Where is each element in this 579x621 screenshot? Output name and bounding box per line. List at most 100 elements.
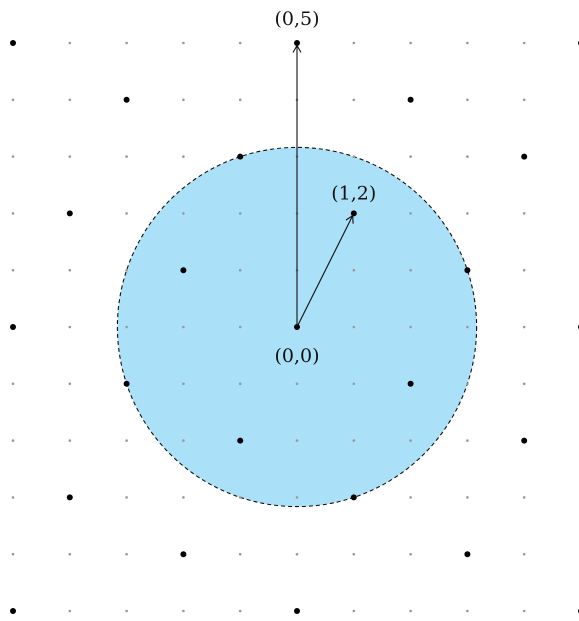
label-point-1-2: (1,2) xyxy=(331,182,376,204)
lattice-points xyxy=(10,40,579,614)
grid-dot xyxy=(352,155,356,158)
grid-dot xyxy=(125,155,128,158)
vector-to-1-2 xyxy=(296,214,354,328)
grid-dot xyxy=(11,155,15,158)
lattice-point xyxy=(464,267,471,274)
grid-dot xyxy=(352,268,356,272)
lattice-point xyxy=(180,267,187,274)
lattice-point xyxy=(407,380,414,387)
grid-dot xyxy=(11,212,15,215)
lattice-point xyxy=(350,210,357,217)
grid-dot xyxy=(125,268,128,272)
grid-dot xyxy=(352,609,356,613)
grid-dot xyxy=(125,325,128,329)
lattice-point xyxy=(10,40,16,46)
grid-dot xyxy=(352,439,356,442)
grid-dot xyxy=(522,496,526,499)
grid-dot xyxy=(11,98,15,102)
grid-dot xyxy=(238,552,242,556)
grid-dot xyxy=(11,268,15,272)
grid-dot xyxy=(125,496,128,499)
lattice-point xyxy=(180,551,187,558)
lattice-point xyxy=(521,153,528,160)
grid-dot xyxy=(68,268,72,272)
grid-dot xyxy=(409,212,412,215)
grid-dot xyxy=(522,382,526,386)
grid-dot xyxy=(11,439,15,442)
grid-dot xyxy=(295,496,299,499)
lattice-point xyxy=(521,437,528,444)
grid-dot xyxy=(238,41,242,45)
lattice-point xyxy=(464,551,471,558)
grid-dot xyxy=(522,212,526,215)
grid-dot xyxy=(11,496,15,499)
grid-dot xyxy=(409,552,412,556)
grid-dot xyxy=(522,268,526,272)
lattice-point xyxy=(123,96,130,103)
grid-dot xyxy=(409,155,412,158)
lattice-point xyxy=(10,324,16,330)
grid-dot xyxy=(466,98,469,102)
grid-dot xyxy=(522,98,526,102)
lattice-point xyxy=(66,494,73,501)
grid-dot xyxy=(352,41,356,45)
grid-dot xyxy=(409,439,412,442)
grid-dot xyxy=(466,609,469,613)
lattice-point xyxy=(294,608,300,614)
grid-dot xyxy=(238,325,242,329)
grid-dot xyxy=(182,439,185,442)
grid-dot xyxy=(522,41,526,45)
grid-dot xyxy=(466,496,469,499)
grid-dot xyxy=(409,268,412,272)
grid-dot xyxy=(68,155,72,158)
grid-dot xyxy=(68,98,72,102)
grid-dot xyxy=(466,382,469,386)
lattice-point xyxy=(294,40,300,46)
grid-dot xyxy=(409,41,412,45)
grid-dot xyxy=(295,552,299,556)
lattice-point xyxy=(237,153,244,160)
lattice-point xyxy=(350,494,357,501)
grid-dot xyxy=(125,609,128,613)
grid-dot xyxy=(238,496,242,499)
grid-dot xyxy=(68,325,72,329)
grid-dot xyxy=(182,609,185,613)
lattice-grid-dots xyxy=(11,41,526,613)
grid-dot xyxy=(125,41,128,45)
grid-dot xyxy=(466,212,469,215)
lattice-point xyxy=(66,210,73,217)
grid-dot xyxy=(11,552,15,556)
grid-dot xyxy=(238,98,242,102)
grid-dot xyxy=(409,325,412,329)
grid-dot xyxy=(466,41,469,45)
grid-dot xyxy=(68,609,72,613)
grid-dot xyxy=(409,496,412,499)
grid-dot xyxy=(68,382,72,386)
grid-dot xyxy=(182,155,185,158)
grid-dot xyxy=(522,325,526,329)
grid-dot xyxy=(125,552,128,556)
grid-dot xyxy=(352,552,356,556)
grid-dot xyxy=(182,325,185,329)
grid-dot xyxy=(11,382,15,386)
grid-dot xyxy=(466,439,469,442)
grid-dot xyxy=(352,382,356,386)
label-point-0-5: (0,5) xyxy=(274,8,319,30)
grid-dot xyxy=(295,439,299,442)
grid-dot xyxy=(238,212,242,215)
label-origin: (0,0) xyxy=(274,345,319,367)
grid-dot xyxy=(125,439,128,442)
grid-dot xyxy=(182,382,185,386)
grid-dot xyxy=(522,552,526,556)
grid-dot xyxy=(125,212,128,215)
grid-dot xyxy=(522,609,526,613)
grid-dot xyxy=(238,609,242,613)
grid-dot xyxy=(352,98,356,102)
grid-dot xyxy=(466,325,469,329)
grid-dot xyxy=(68,439,72,442)
grid-dot xyxy=(182,98,185,102)
grid-dot xyxy=(352,325,356,329)
grid-dot xyxy=(238,382,242,386)
grid-dot xyxy=(182,496,185,499)
